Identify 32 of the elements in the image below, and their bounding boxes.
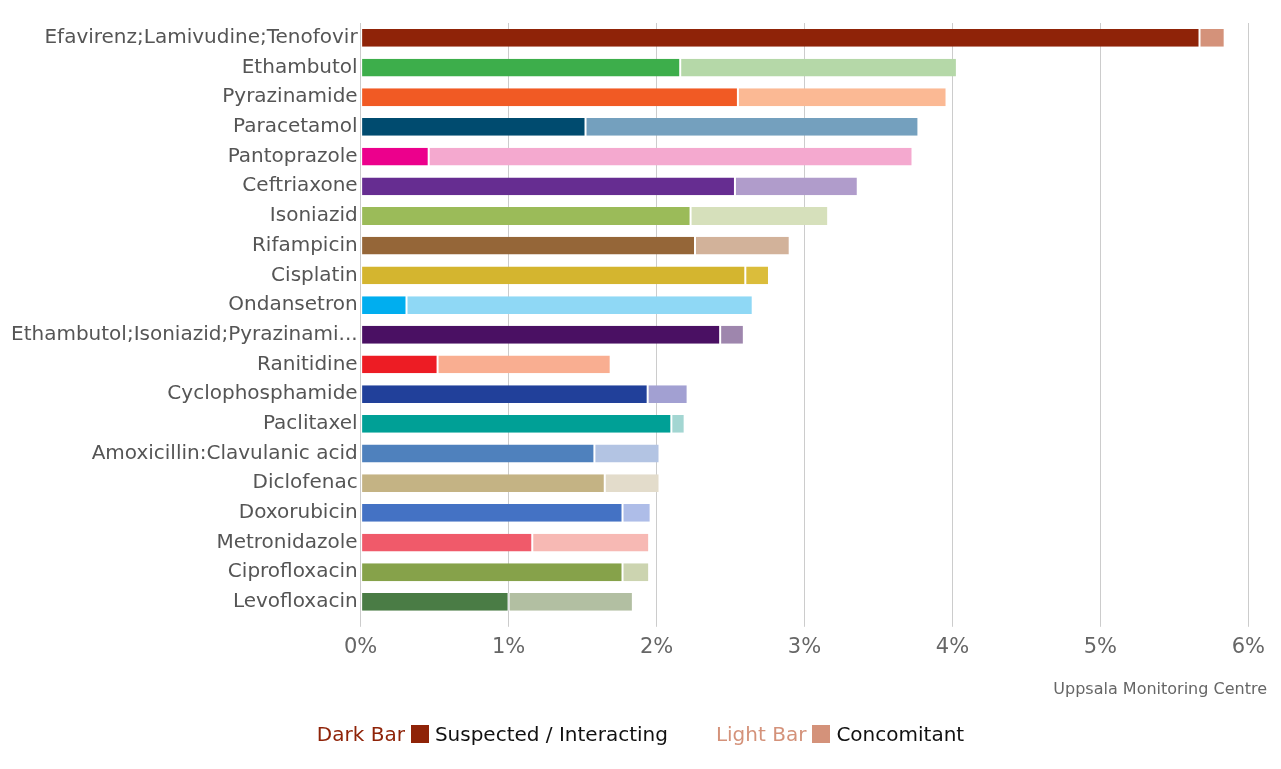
y-tick-label: Pantoprazole (227, 142, 358, 167)
text: Light Bar (715, 722, 807, 746)
y-tick-label: Amoxicillin:Clavulanic acid (91, 439, 358, 464)
x-tick-label: 5% (1083, 633, 1118, 658)
y-tick-label: Rifampicin (251, 231, 358, 256)
y-tick-label: Ethambutol;Isoniazid;Pyrazinami... (11, 320, 358, 345)
y-tick-label: Ethambutol (241, 53, 358, 78)
y-tick-label: Ondansetron (228, 291, 358, 316)
y-tick-label: Diclofenac (252, 469, 358, 494)
y-tick-label: Ceftriaxone (242, 172, 358, 197)
x-tick-label: 3% (787, 633, 822, 658)
x-tick-label: 0% (343, 633, 378, 658)
y-tick-label: Cyclophosphamide (167, 380, 358, 405)
y-tick-label: Ciprofloxacin (227, 558, 358, 583)
x-tick-label: 4% (935, 633, 970, 658)
x-tick-label: 2% (639, 633, 674, 658)
y-tick-label: Doxorubicin (238, 499, 358, 524)
y-tick-label: Efavirenz;Lamivudine;Tenofovir (44, 24, 359, 49)
y-tick-label: Paracetamol (233, 113, 358, 138)
x-tick-label: 1% (491, 633, 526, 658)
y-tick-label: Isoniazid (269, 202, 358, 227)
y-tick-label: Cisplatin (271, 261, 358, 286)
y-tick-label: Paclitaxel (262, 410, 358, 435)
legend-label: Suspected / Interacting (434, 722, 668, 746)
legend-label: Concomitant (836, 722, 965, 746)
y-tick-label: Metronidazole (216, 528, 358, 553)
text: Uppsala Monitoring Centre (1053, 679, 1267, 699)
x-tick-label: 6% (1231, 633, 1266, 658)
y-tick-label: Ranitidine (257, 350, 358, 375)
y-tick-label: Levofloxacin (232, 588, 358, 613)
text: Dark Bar (316, 722, 405, 746)
y-tick-label: Pyrazinamide (222, 83, 358, 108)
